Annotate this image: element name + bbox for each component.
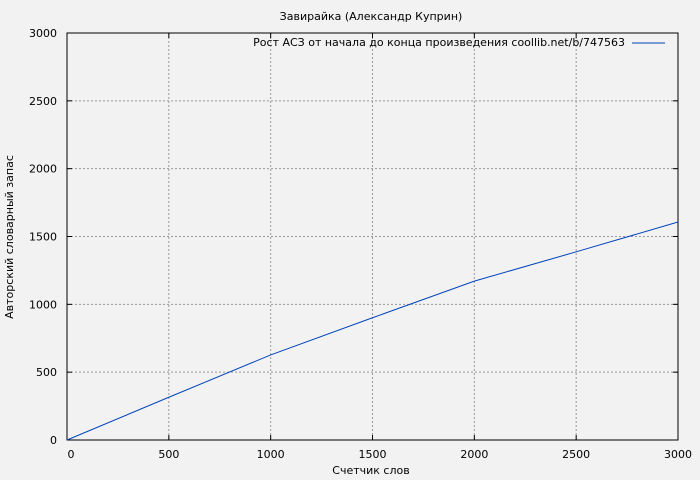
legend-label: Рост АСЗ от начала до конца произведения… [253,36,625,49]
x-tick-label: 3000 [664,448,692,461]
series-line [66,221,679,441]
x-tick-label: 500 [158,448,179,461]
y-tick-label: 1000 [29,298,57,311]
x-tick-label: 1000 [257,448,285,461]
y-tick-label: 500 [36,366,57,379]
x-tick-label: 2000 [460,448,488,461]
y-tick-label: 2500 [29,95,57,108]
y-tick-label: 2000 [29,163,57,176]
x-tick-label: 2500 [562,448,590,461]
y-tick-label: 1500 [29,231,57,244]
chart-title: Завирайка (Александр Куприн) [280,10,463,23]
y-axis-label: Авторский словарный запас [3,155,16,319]
x-tick-label: 1500 [359,448,387,461]
y-tick-label: 0 [50,434,57,447]
x-axis-label: Счетчик слов [332,464,409,477]
y-tick-label: 3000 [29,27,57,40]
x-tick-label: 0 [68,448,75,461]
